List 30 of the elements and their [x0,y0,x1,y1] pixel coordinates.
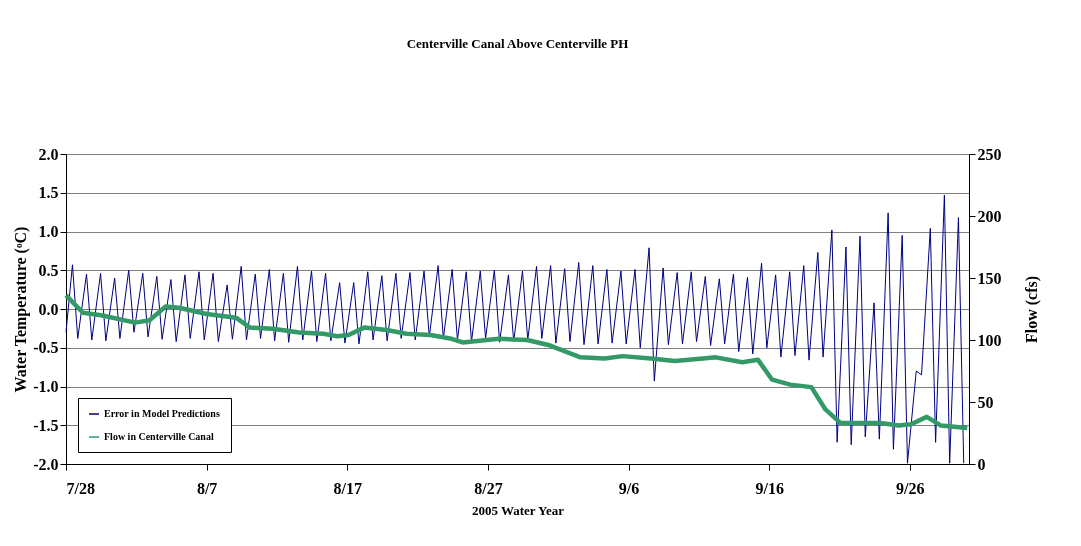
y2-tick-label: 0 [977,455,986,473]
legend-label: Flow in Centerville Canal [104,431,214,442]
y-tick-label: 1.0 [38,223,59,240]
y-tick-label: -1.0 [33,378,59,395]
x-tick-label: 7/28 [66,479,95,497]
y2-tick-label: 50 [977,393,994,411]
y2-axis-title: Flow (cfs) [1022,275,1041,344]
y-tick-label: -1.5 [33,416,59,434]
x-tick-label: 9/26 [896,479,925,497]
x-axis-title: 2005 Water Year [471,502,565,518]
y-tick-label: -0.5 [33,339,59,357]
y-tick-label: 2.0 [38,145,59,163]
y2-tick-label: 100 [977,331,1002,349]
y2-tick-label: 200 [977,207,1002,225]
x-tick-label: 8/27 [474,479,503,497]
y2-tick-label: 150 [977,269,1002,287]
line-series [65,194,965,464]
y-tick-label: -2.0 [33,455,59,473]
x-tick-label: 8/7 [196,479,218,497]
y-tick-label: 1.5 [38,184,59,202]
x-tick-label: 9/6 [618,479,640,497]
y-tick-label: 0.0 [38,300,59,318]
chart-title: Centerville Canal Above Centerville PH [406,36,629,51]
y-tick-label: 0.5 [38,261,59,279]
y2-tick-label: 250 [977,145,1002,163]
line-series [63,293,970,431]
x-tick-label: 8/17 [333,479,362,497]
legend-label: Error in Model Predictions [104,408,220,419]
x-tick-label: 9/16 [755,479,784,497]
y-axis-title: Water Temperature (ᵒC) [12,226,31,393]
